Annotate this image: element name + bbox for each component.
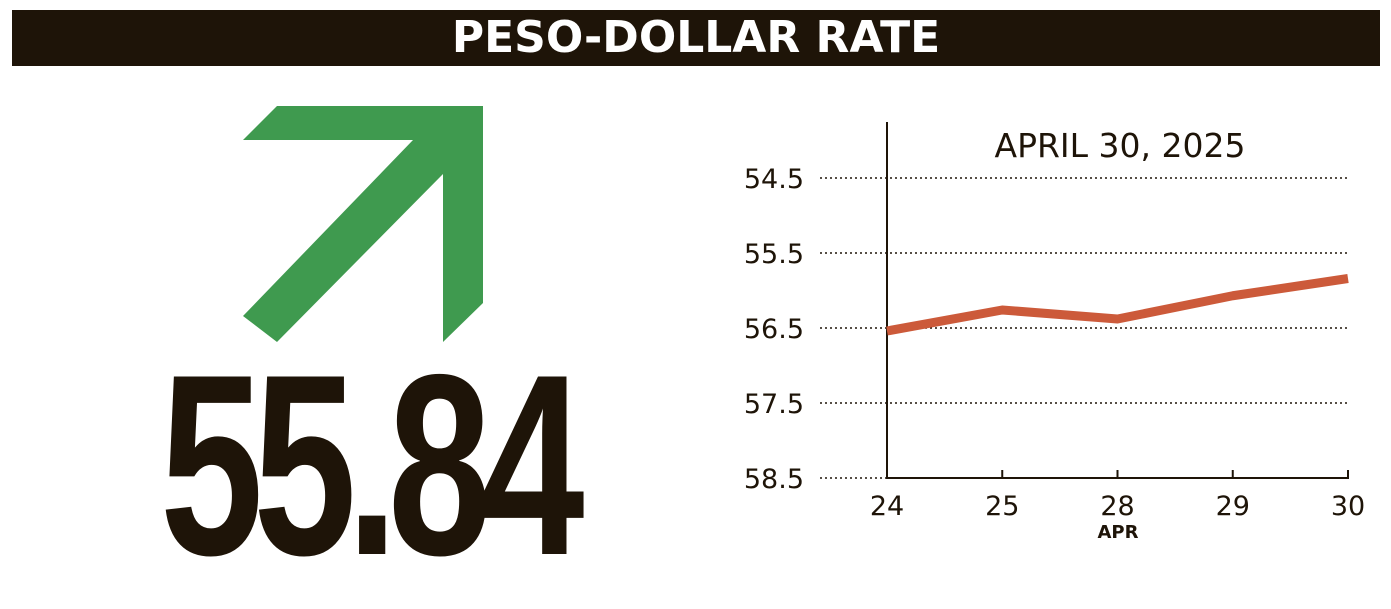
x-tick-label: 28 (1100, 491, 1134, 522)
x-tick-label: 30 (1331, 491, 1365, 522)
y-tick-label: 54.5 (744, 164, 804, 195)
x-tick-label: 25 (985, 491, 1019, 522)
series-line (886, 274, 1349, 336)
arrow-shape (243, 106, 483, 342)
y-tick-label: 55.5 (744, 239, 804, 270)
y-tick-labels: 54.5 55.5 56.5 57.5 58.5 (744, 164, 804, 495)
x-axis-sublabel: APR (1098, 522, 1139, 543)
x-tick-labels: 24 25 28 29 30 (870, 470, 1365, 522)
x-tick-label: 29 (1216, 491, 1250, 522)
rate-value: 55.84 (160, 320, 585, 609)
y-tick-label: 58.5 (744, 464, 804, 495)
grid-lines (820, 177, 1349, 479)
chart-title: APRIL 30, 2025 (995, 126, 1246, 165)
arrow-up-right-icon (243, 106, 483, 342)
line-chart: 54.5 55.5 56.5 57.5 58.5 24 25 28 29 30 APRIL 30… (744, 122, 1365, 543)
title-bar: PESO-DOLLAR RATE (12, 10, 1380, 66)
x-tick-label: 24 (870, 491, 904, 522)
y-tick-label: 57.5 (744, 389, 804, 420)
page-title: PESO-DOLLAR RATE (451, 12, 941, 63)
y-tick-label: 56.5 (744, 314, 804, 345)
